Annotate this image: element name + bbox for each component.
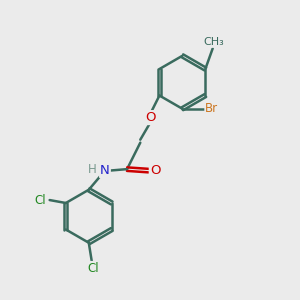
Text: H: H [88, 163, 97, 176]
Text: O: O [146, 111, 156, 124]
Text: Cl: Cl [87, 262, 99, 275]
Text: CH₃: CH₃ [204, 37, 224, 47]
Text: Br: Br [205, 102, 218, 115]
Text: N: N [100, 164, 110, 177]
Text: O: O [150, 164, 160, 177]
Text: Cl: Cl [34, 194, 46, 207]
